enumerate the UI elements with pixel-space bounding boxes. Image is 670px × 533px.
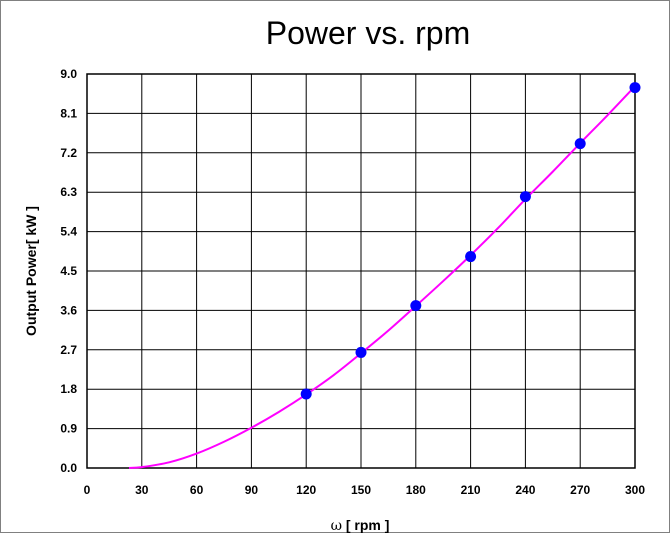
data-point — [300, 388, 312, 400]
data-point — [410, 300, 422, 312]
data-point — [465, 251, 477, 263]
x-tick-label: 210 — [461, 483, 481, 497]
x-tick-label: 240 — [515, 483, 535, 497]
x-tick-labels: 0 30 60 90 120 150 180 210 240 270 300 — [84, 483, 646, 497]
x-tick-label: 270 — [570, 483, 590, 497]
x-tick-label: 120 — [296, 483, 316, 497]
gridlines — [86, 73, 636, 469]
x-tick-label: 180 — [406, 483, 426, 497]
data-point — [355, 346, 367, 358]
y-axis-label: Output Power[ kW ] — [23, 206, 39, 336]
y-tick-label: 3.6 — [60, 303, 77, 317]
plot-area-border — [86, 73, 636, 469]
x-tick-label: 90 — [245, 483, 259, 497]
data-point — [574, 138, 586, 150]
y-tick-label: 9.0 — [60, 67, 77, 81]
y-tick-label: 0.0 — [60, 461, 77, 475]
y-tick-label: 2.7 — [60, 343, 77, 357]
y-tick-label: 4.5 — [60, 264, 77, 278]
y-tick-label: 0.9 — [60, 422, 77, 436]
y-tick-label: 1.8 — [60, 382, 77, 396]
x-tick-label: 30 — [135, 483, 149, 497]
x-tick-label: 300 — [625, 483, 645, 497]
data-point — [629, 82, 641, 94]
y-tick-label: 8.1 — [60, 106, 77, 120]
y-tick-label: 7.2 — [60, 146, 77, 160]
x-tick-label: 150 — [351, 483, 371, 497]
x-axis-unit: [ rpm ] — [342, 517, 389, 533]
y-tick-label: 6.3 — [60, 185, 77, 199]
data-points — [300, 82, 641, 400]
y-tick-label: 5.4 — [60, 225, 77, 239]
omega-symbol: ω — [331, 518, 342, 533]
y-tick-labels: 0.0 0.9 1.8 2.7 3.6 4.5 5.4 6.3 7.2 8.1 9.0 — [60, 67, 77, 475]
x-axis-label: ω [ rpm ] — [331, 517, 390, 533]
fit-curve-line — [128, 85, 636, 469]
data-point — [519, 191, 531, 203]
chart-title: Power vs. rpm — [266, 15, 470, 51]
x-tick-label: 0 — [84, 483, 91, 497]
x-tick-label: 60 — [190, 483, 204, 497]
